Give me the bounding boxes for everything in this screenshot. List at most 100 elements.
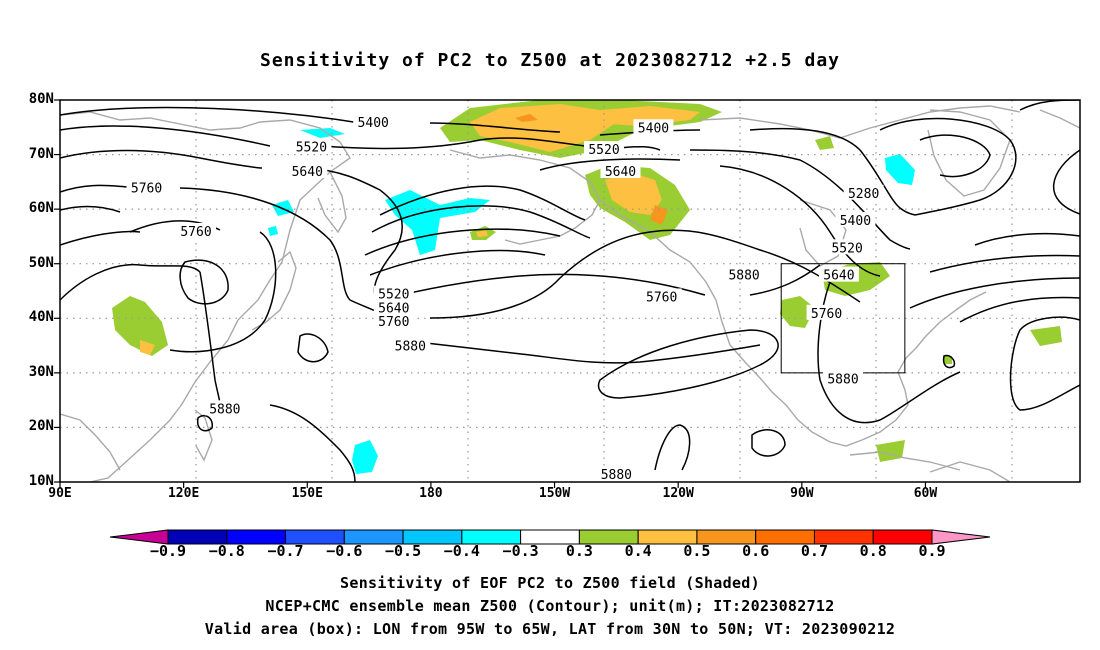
contour-label-bg xyxy=(373,285,414,301)
shade-negative-north-pacific xyxy=(385,190,490,255)
shade-positive-east-atlantic xyxy=(1030,326,1062,346)
caption-contour: NCEP+CMC ensemble mean Z500 (Contour); u… xyxy=(265,597,835,615)
contour-label-bg xyxy=(823,370,864,386)
coast-south-america xyxy=(929,461,1011,482)
contour-5880-atlantic-east xyxy=(1009,316,1080,411)
shade-positive-subtropic xyxy=(876,440,905,462)
shade-positive-gulf-core xyxy=(605,172,662,215)
colorbar-label: −0.4 xyxy=(443,542,480,560)
lat-label: 10N xyxy=(28,473,54,489)
contour-label: 5520 xyxy=(588,143,619,158)
colorbar-label: −0.3 xyxy=(502,542,539,560)
shade-negative-small xyxy=(268,226,278,236)
colorbar-label: 0.6 xyxy=(742,542,770,560)
contour-label: 5760 xyxy=(131,181,162,196)
coast-kamchatka xyxy=(317,171,347,234)
caption-shading: Sensitivity of EOF PC2 to Z500 field (Sh… xyxy=(340,574,760,592)
lon-label: 120W xyxy=(662,486,694,501)
positive-sensitivity-shading xyxy=(112,100,1062,462)
contour-label: 5400 xyxy=(638,121,669,136)
contour-label-bg xyxy=(724,266,765,282)
contour-midband-3 xyxy=(364,228,561,256)
contour-label-bg xyxy=(596,465,637,481)
contour-label: 5880 xyxy=(728,269,759,284)
lat-label: 50N xyxy=(28,254,54,271)
lat-label: 30N xyxy=(28,363,54,380)
contour-label-bg xyxy=(373,313,414,329)
lon-label: 150E xyxy=(291,486,323,501)
contour-5520-east xyxy=(974,232,1080,246)
contour-label: 5640 xyxy=(292,165,323,180)
coast-asia xyxy=(60,111,351,482)
colorbar-label: −0.7 xyxy=(267,542,304,560)
colorbar-label: −0.5 xyxy=(385,542,422,560)
contour-label-bg xyxy=(584,141,624,157)
lat-label: 60N xyxy=(28,200,54,217)
colorbar-label: 0.5 xyxy=(683,542,711,560)
shade-positive-atlantic-small xyxy=(944,356,952,364)
contour-5400-west xyxy=(60,106,561,133)
contour-5880-loop-pacific xyxy=(297,333,329,363)
contour-lowbelt-1 xyxy=(60,205,121,213)
contour-5400-far-east xyxy=(1019,100,1080,111)
contour-label-bg xyxy=(843,184,884,200)
contour-5760-main xyxy=(60,184,861,319)
contour-label-bg xyxy=(373,299,414,315)
coast-indochina xyxy=(60,413,121,471)
colorbar xyxy=(109,529,991,545)
caption-valid-area: Valid area (box): LON from 95W to 65W, L… xyxy=(204,620,896,638)
colorbar-label: −0.9 xyxy=(149,542,187,560)
contour-5640-east-tail xyxy=(929,254,1080,273)
colorbar-label: −0.6 xyxy=(326,542,363,560)
contour-label-bg xyxy=(204,400,245,416)
contour-label: 5280 xyxy=(848,187,879,202)
contour-5760-lower xyxy=(379,264,821,301)
map-title: Sensitivity of PC2 to Z500 at 2023082712… xyxy=(259,50,840,71)
contour-label-bg xyxy=(600,162,641,178)
contour-label: 5880 xyxy=(209,402,240,417)
lon-label: 180 xyxy=(419,486,443,501)
contour-label: 5640 xyxy=(378,301,409,316)
colorbar-label: 0.7 xyxy=(800,542,828,560)
graticule xyxy=(60,100,1080,482)
contour-midband-2 xyxy=(371,205,591,239)
shade-positive-canada xyxy=(780,296,815,328)
contour-label: 5760 xyxy=(646,290,677,305)
colorbar-label: 0.9 xyxy=(918,542,946,560)
contour-label-bg xyxy=(176,222,216,238)
coast-greenland xyxy=(927,109,1011,197)
contour-label: 5880 xyxy=(827,372,858,387)
shade-positive-arctic-spot xyxy=(515,114,538,122)
contour-label: 5640 xyxy=(605,165,636,180)
shade-positive-china-core xyxy=(140,340,155,355)
colorbar-label: −0.8 xyxy=(208,542,245,560)
contour-5880-main xyxy=(60,263,356,482)
contour-5760-east-loop2 xyxy=(1052,149,1080,215)
coast-japan xyxy=(251,250,297,331)
contour-5400-east-loop xyxy=(879,117,1017,216)
shade-positive-pacific-core xyxy=(476,230,488,237)
contour-5280 xyxy=(919,134,991,178)
coast-arctic-islands xyxy=(699,105,1021,139)
contour-5880-atlantic xyxy=(817,281,961,424)
contour-midband-1 xyxy=(379,185,586,221)
coast-europe xyxy=(1039,109,1080,129)
contour-label: 5520 xyxy=(378,288,409,303)
contour-label: 5400 xyxy=(358,116,389,131)
shade-positive-gulf-spot xyxy=(650,205,668,225)
shade-positive-arctic-core xyxy=(470,104,620,152)
contour-5640-east xyxy=(539,158,881,277)
lon-label: 90W xyxy=(790,486,814,501)
shade-positive-arctic-east xyxy=(600,106,700,126)
contour-label-bg xyxy=(633,119,674,135)
contour-label-bg xyxy=(291,138,332,154)
lat-label: 70N xyxy=(28,145,54,162)
contour-label: 5760 xyxy=(378,315,409,330)
lon-label: 150W xyxy=(538,486,571,501)
contour-label-bg xyxy=(827,239,868,255)
contour-label: 5760 xyxy=(180,225,211,240)
plot-frame xyxy=(59,99,1081,483)
shade-negative-west-pacific xyxy=(352,440,378,474)
contour-label: 5880 xyxy=(395,340,426,355)
